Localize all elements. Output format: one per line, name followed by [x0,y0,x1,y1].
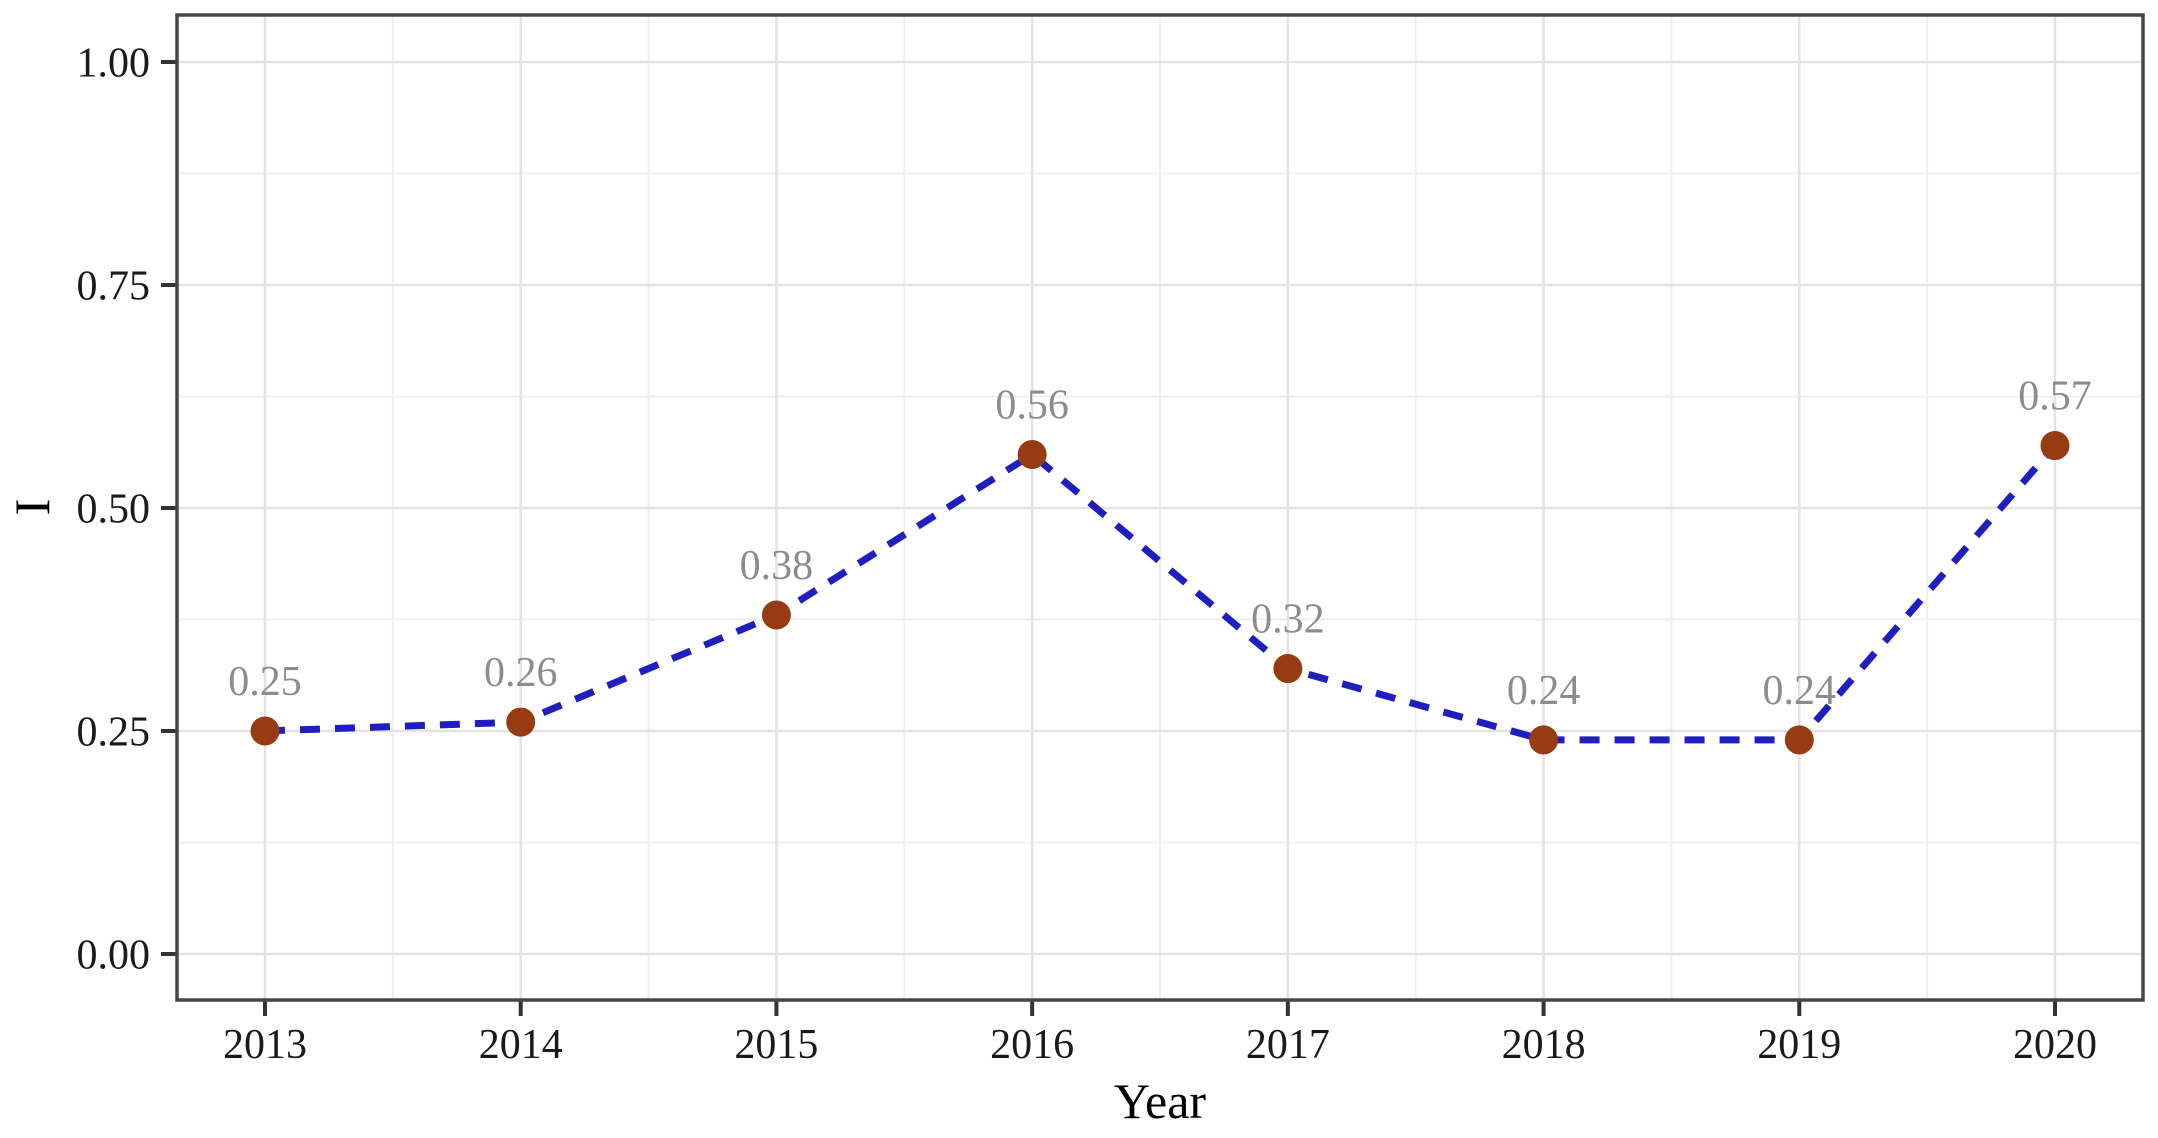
data-point-label: 0.38 [740,543,814,589]
x-tick-label: 2017 [1246,1022,1330,1068]
y-tick-label: 0.00 [77,932,151,978]
data-point-label: 0.25 [228,659,302,705]
y-tick-label: 0.75 [77,263,151,309]
x-tick-label: 2013 [223,1022,307,1068]
y-tick-label: 0.50 [77,486,151,532]
x-tick-label: 2014 [479,1022,563,1068]
y-tick-label: 0.25 [77,709,151,755]
data-point-label: 0.57 [2018,374,2092,420]
x-tick-label: 2018 [1502,1022,1586,1068]
x-tick-label: 2015 [734,1022,818,1068]
data-point [2040,431,2070,461]
data-point [1017,439,1047,469]
data-point-label: 0.24 [1507,668,1581,714]
data-point [1273,654,1303,684]
x-tick-label: 2019 [1757,1022,1841,1068]
data-point [761,600,791,630]
data-point-label: 0.56 [995,382,1069,428]
y-tick-label: 1.00 [77,40,151,86]
x-tick-label: 2020 [2013,1022,2097,1068]
data-point [250,716,280,746]
panel-border [175,13,2145,1002]
data-point [506,707,536,737]
x-tick-label: 2016 [990,1022,1074,1068]
data-point-label: 0.26 [484,650,558,696]
series-line [264,443,2058,744]
x-axis-title: Year [1113,1073,1207,1129]
data-point [1784,725,1814,755]
data-point [1529,725,1559,755]
y-axis-title: I [4,498,60,516]
data-point-label: 0.24 [1763,668,1837,714]
data-point-label: 0.32 [1251,597,1325,643]
